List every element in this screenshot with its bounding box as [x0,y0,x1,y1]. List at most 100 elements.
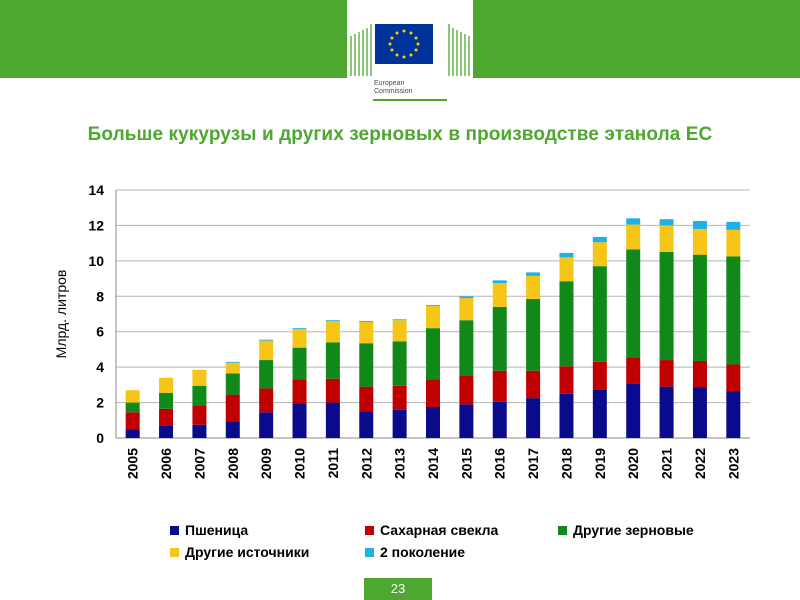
bar-segment [359,321,374,322]
bar-segment [325,378,340,403]
bar-segment [659,225,674,252]
bar-segment [659,386,674,438]
bar-segment [159,408,174,426]
bar-segment [692,228,707,255]
bar-segment [592,361,607,390]
bar-segment [592,389,607,438]
bar-segment [325,402,340,438]
bar-segment [259,412,274,438]
bar-segment [459,298,474,321]
bar-segment [259,388,274,413]
bar-segment [159,425,174,438]
bar-segment [659,252,674,361]
bar-segment [626,224,641,250]
bar-segment [392,385,407,410]
bar-segment [426,407,440,438]
commission-building-icon [350,24,470,76]
bar-segment [359,411,374,438]
bar-segment [559,393,574,438]
bar-segment [392,341,407,386]
bar-segment [659,219,674,226]
y-tick-label: 0 [96,430,104,446]
bar-segment [726,391,741,438]
bar-segment [125,412,140,430]
y-tick-label: 8 [96,288,104,304]
y-tick-label: 14 [88,182,104,198]
y-axis-label: Млрд. литров [53,270,69,359]
bar-segment [192,424,207,438]
x-tick-label: 2023 [725,448,741,479]
y-tick-label: 12 [88,217,104,233]
bar-segment [392,319,407,321]
bar-segment [192,369,207,386]
x-tick-label: 2015 [458,448,474,479]
bar-segment [192,385,207,406]
bar-segment [292,329,307,348]
bar-segment [492,401,507,438]
bar-segment [592,236,607,243]
y-tick-label: 10 [88,253,104,269]
european-commission-logo: European Commission [347,0,473,104]
x-tick-label: 2007 [191,448,207,479]
bar-segment [526,272,541,276]
bar-segment [692,221,707,229]
bar-segment [359,386,374,412]
bar-segment [125,402,140,413]
x-tick-label: 2017 [525,448,541,479]
x-tick-label: 2019 [592,448,608,479]
bar-segment [626,383,641,438]
bar-segment [492,280,507,283]
x-tick-label: 2021 [659,448,675,479]
bar-segment [459,376,474,405]
bar-segment [626,249,641,358]
bar-segment [559,252,574,258]
bar-segment [192,405,207,425]
bar-segment [592,266,607,362]
bar-segment [325,342,340,379]
bar-segment [259,340,274,361]
bar-segment [292,379,307,404]
bar-segment [692,360,707,388]
bar-segment [526,398,541,438]
bar-segment [592,242,607,267]
slide-title: Больше кукурузы и других зерновых в прои… [87,124,713,145]
bar-segment [426,328,440,380]
y-tick-label: 6 [96,324,104,340]
x-tick-label: 2014 [425,448,441,479]
bar-segment [726,221,741,230]
bar-segment [225,373,240,395]
bar-segment [559,281,574,367]
bar-segment [125,429,140,438]
x-tick-label: 2018 [558,448,574,479]
bar-segment [359,321,374,344]
bar-segment [692,387,707,438]
bar-segment [225,394,240,422]
bar-segment [559,366,574,394]
logo-line-1: European [374,80,405,87]
x-tick-label: 2012 [358,448,374,479]
bar-segment [259,360,274,389]
bar-segment [325,320,340,322]
bar-segment [392,320,407,342]
x-tick-label: 2005 [125,448,141,479]
x-tick-label: 2009 [258,448,274,479]
x-tick-label: 2008 [225,448,241,479]
bar-segment [492,370,507,402]
bar-segment [526,298,541,371]
bar-segment [492,306,507,371]
x-tick-label: 2022 [692,448,708,479]
bar-segment [225,362,240,374]
bar-segment [692,254,707,361]
bar-segment [392,409,407,438]
logo-text: European Commission [374,80,413,96]
bar-segment [659,360,674,387]
bar-segment [325,321,340,343]
bar-segment [726,229,741,257]
y-tick-label: 4 [96,359,104,375]
bar-segment [426,306,440,329]
y-tick-label: 2 [96,395,104,411]
bar-segment [726,256,741,365]
bar-segment [426,379,440,407]
bar-segment [259,339,274,341]
